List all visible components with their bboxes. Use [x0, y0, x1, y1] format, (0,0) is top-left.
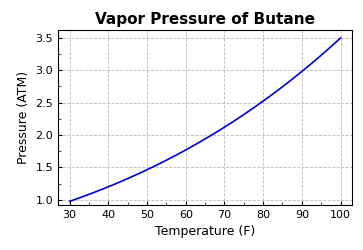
X-axis label: Temperature (F): Temperature (F): [155, 226, 255, 238]
Y-axis label: Pressure (ATM): Pressure (ATM): [17, 71, 30, 164]
Title: Vapor Pressure of Butane: Vapor Pressure of Butane: [95, 12, 315, 28]
